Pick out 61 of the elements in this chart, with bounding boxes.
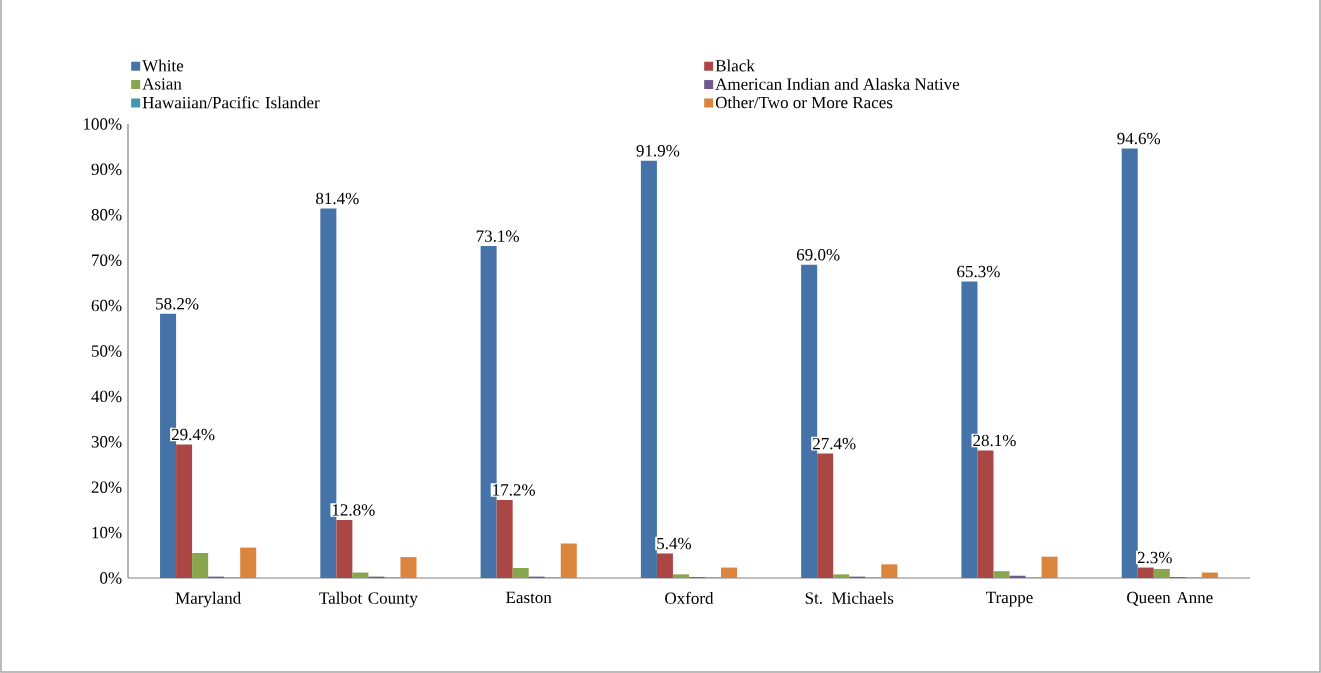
data-label: 27.4% — [812, 437, 856, 450]
data-label: 5.4% — [657, 537, 692, 550]
bar — [672, 574, 689, 578]
bar — [833, 574, 850, 578]
legend-label: Black — [715, 59, 755, 72]
y-tick-label: 10% — [92, 526, 122, 539]
data-label: 28.1% — [973, 434, 1016, 447]
y-tick-label: 20% — [91, 481, 122, 493]
x-tick-label: Oxford — [665, 591, 714, 605]
legend-label: Hawaiian/Pacific Islander — [142, 96, 320, 109]
bar — [1137, 567, 1154, 578]
bar — [400, 557, 417, 578]
bar — [656, 553, 673, 578]
bar — [240, 547, 257, 578]
data-label: 91.9% — [636, 145, 680, 157]
y-tick-label: 60% — [91, 299, 122, 312]
bar — [336, 519, 353, 578]
bar — [817, 453, 834, 578]
legend-label: American Indian and Alaska Native — [715, 77, 960, 90]
data-label: 29.4% — [171, 428, 215, 441]
y-tick-label: 40% — [91, 390, 122, 403]
data-label: 2.3% — [1137, 551, 1172, 564]
x-tick-label: Maryland — [175, 591, 241, 608]
y-tick-label: 30% — [91, 436, 122, 448]
bar — [176, 444, 193, 578]
data-label: 94.6% — [1117, 132, 1161, 145]
y-tick-label: 0% — [100, 572, 122, 584]
y-tick-label: 70% — [92, 254, 122, 266]
bar — [192, 553, 209, 578]
data-label: 12.8% — [332, 504, 375, 516]
x-tick-label: Queen Anne — [1127, 591, 1213, 606]
bar — [977, 450, 994, 578]
y-tick-label: 100% — [83, 118, 122, 130]
bar — [560, 543, 577, 578]
x-tick-label: St. Michaels — [805, 591, 894, 604]
data-label: 73.1% — [476, 230, 519, 242]
bar — [640, 160, 657, 578]
bar — [993, 571, 1010, 578]
y-tick-label: 90% — [91, 163, 122, 176]
bar — [512, 568, 529, 578]
data-label: 58.2% — [156, 298, 199, 310]
y-tick-label: 50% — [91, 345, 122, 357]
data-label: 69.0% — [796, 248, 840, 261]
bar — [881, 564, 898, 578]
legend-label: Asian — [142, 78, 182, 90]
bar — [1201, 572, 1218, 578]
x-tick-label: Talbot County — [319, 591, 418, 608]
bar — [721, 567, 738, 578]
bar — [1153, 568, 1170, 578]
y-tick-label: 80% — [91, 209, 122, 221]
data-label: 65.3% — [957, 265, 1000, 278]
bar — [496, 499, 513, 578]
bar — [1041, 556, 1058, 578]
x-tick-label: Trappe — [986, 591, 1033, 607]
data-label: 81.4% — [316, 192, 359, 205]
legend-label: Other/Two or More Races — [715, 96, 893, 109]
bar — [1121, 148, 1138, 578]
data-label: 17.2% — [493, 484, 536, 496]
legend-label: White — [142, 59, 184, 72]
x-tick-label: Easton — [506, 591, 552, 604]
bar — [352, 572, 369, 578]
